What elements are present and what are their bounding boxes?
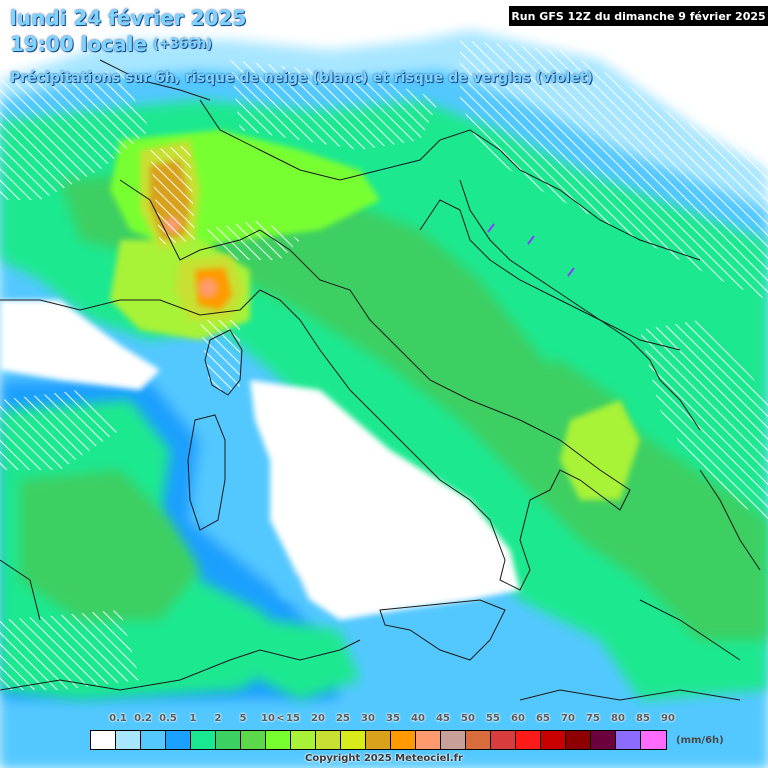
legend-swatch (466, 731, 491, 749)
dry-sea-zones (0, 300, 520, 620)
copyright-notice: Copyright 2025 Meteociel.fr (305, 753, 463, 764)
legend-swatch (166, 731, 191, 749)
lead-time: (+366h) (153, 37, 213, 52)
legend-value-label: 30 (361, 713, 375, 724)
legend-value-label: 85 (636, 713, 650, 724)
legend-swatch (341, 731, 366, 749)
legend-value-label: 35 (386, 713, 400, 724)
legend-swatch (541, 731, 566, 749)
model-run-info: Run GFS 12Z du dimanche 9 février 2025 (509, 6, 768, 26)
legend-arrow-glyph: < (276, 713, 285, 724)
legend-swatch (516, 731, 541, 749)
legend-swatch (366, 731, 391, 749)
legend-unit: (mm/6h) (676, 735, 724, 746)
legend-value-label: 90 (661, 713, 675, 724)
legend-swatch (566, 731, 591, 749)
coastlines-and-borders (0, 59, 761, 701)
legend-swatch (116, 731, 141, 749)
legend-swatch (391, 731, 416, 749)
legend-swatch (191, 731, 216, 749)
legend-value-label: 50 (461, 713, 475, 724)
legend-value-label: 75 (586, 713, 600, 724)
forecast-time: 19:00 locale (+366h) (10, 32, 212, 56)
legend-swatch (616, 731, 641, 749)
legend-value-label: 40 (411, 713, 425, 724)
legend-value-label: 0.5 (159, 713, 177, 724)
legend-swatch (241, 731, 266, 749)
legend-color-bar (90, 730, 667, 750)
legend-value-label: 0.2 (134, 713, 152, 724)
legend-swatch (441, 731, 466, 749)
legend-value-label: 70 (561, 713, 575, 724)
legend-swatch (316, 731, 341, 749)
legend-value-label: 25 (336, 713, 350, 724)
legend-swatch (216, 731, 241, 749)
legend-value-label: 20 (311, 713, 325, 724)
legend-value-label: 60 (511, 713, 525, 724)
legend-swatch (91, 731, 116, 749)
snow-risk-areas (0, 40, 768, 690)
legend-value-label: 45 (436, 713, 450, 724)
legend-value-label: 55 (486, 713, 500, 724)
legend-value-label: 10 (261, 713, 275, 724)
forecast-date: lundi 24 février 2025 (10, 6, 247, 30)
legend-value-label: 0.1 (109, 713, 127, 724)
legend-swatch (591, 731, 616, 749)
map-description: Précipitations sur 6h, risque de neige (… (10, 70, 593, 86)
legend-swatch (641, 731, 666, 749)
legend-swatch (416, 731, 441, 749)
legend-value-label: 80 (611, 713, 625, 724)
legend-value-label: 5 (239, 713, 247, 724)
legend-value-label: 65 (536, 713, 550, 724)
legend-swatch (141, 731, 166, 749)
legend-swatch (491, 731, 516, 749)
local-time: 19:00 locale (10, 32, 147, 56)
legend-value-label: 15 (286, 713, 300, 724)
freezing-risk-marks (487, 223, 575, 277)
legend-value-label: 2 (214, 713, 222, 724)
legend-labels: 0.1 0.2 0.5 1 2 5 10 15 20 25 30 35 40 45 50 55 60 65 70 75… (90, 713, 675, 727)
legend-swatch (291, 731, 316, 749)
legend-swatch (266, 731, 291, 749)
legend-value-label: 1 (189, 713, 197, 724)
